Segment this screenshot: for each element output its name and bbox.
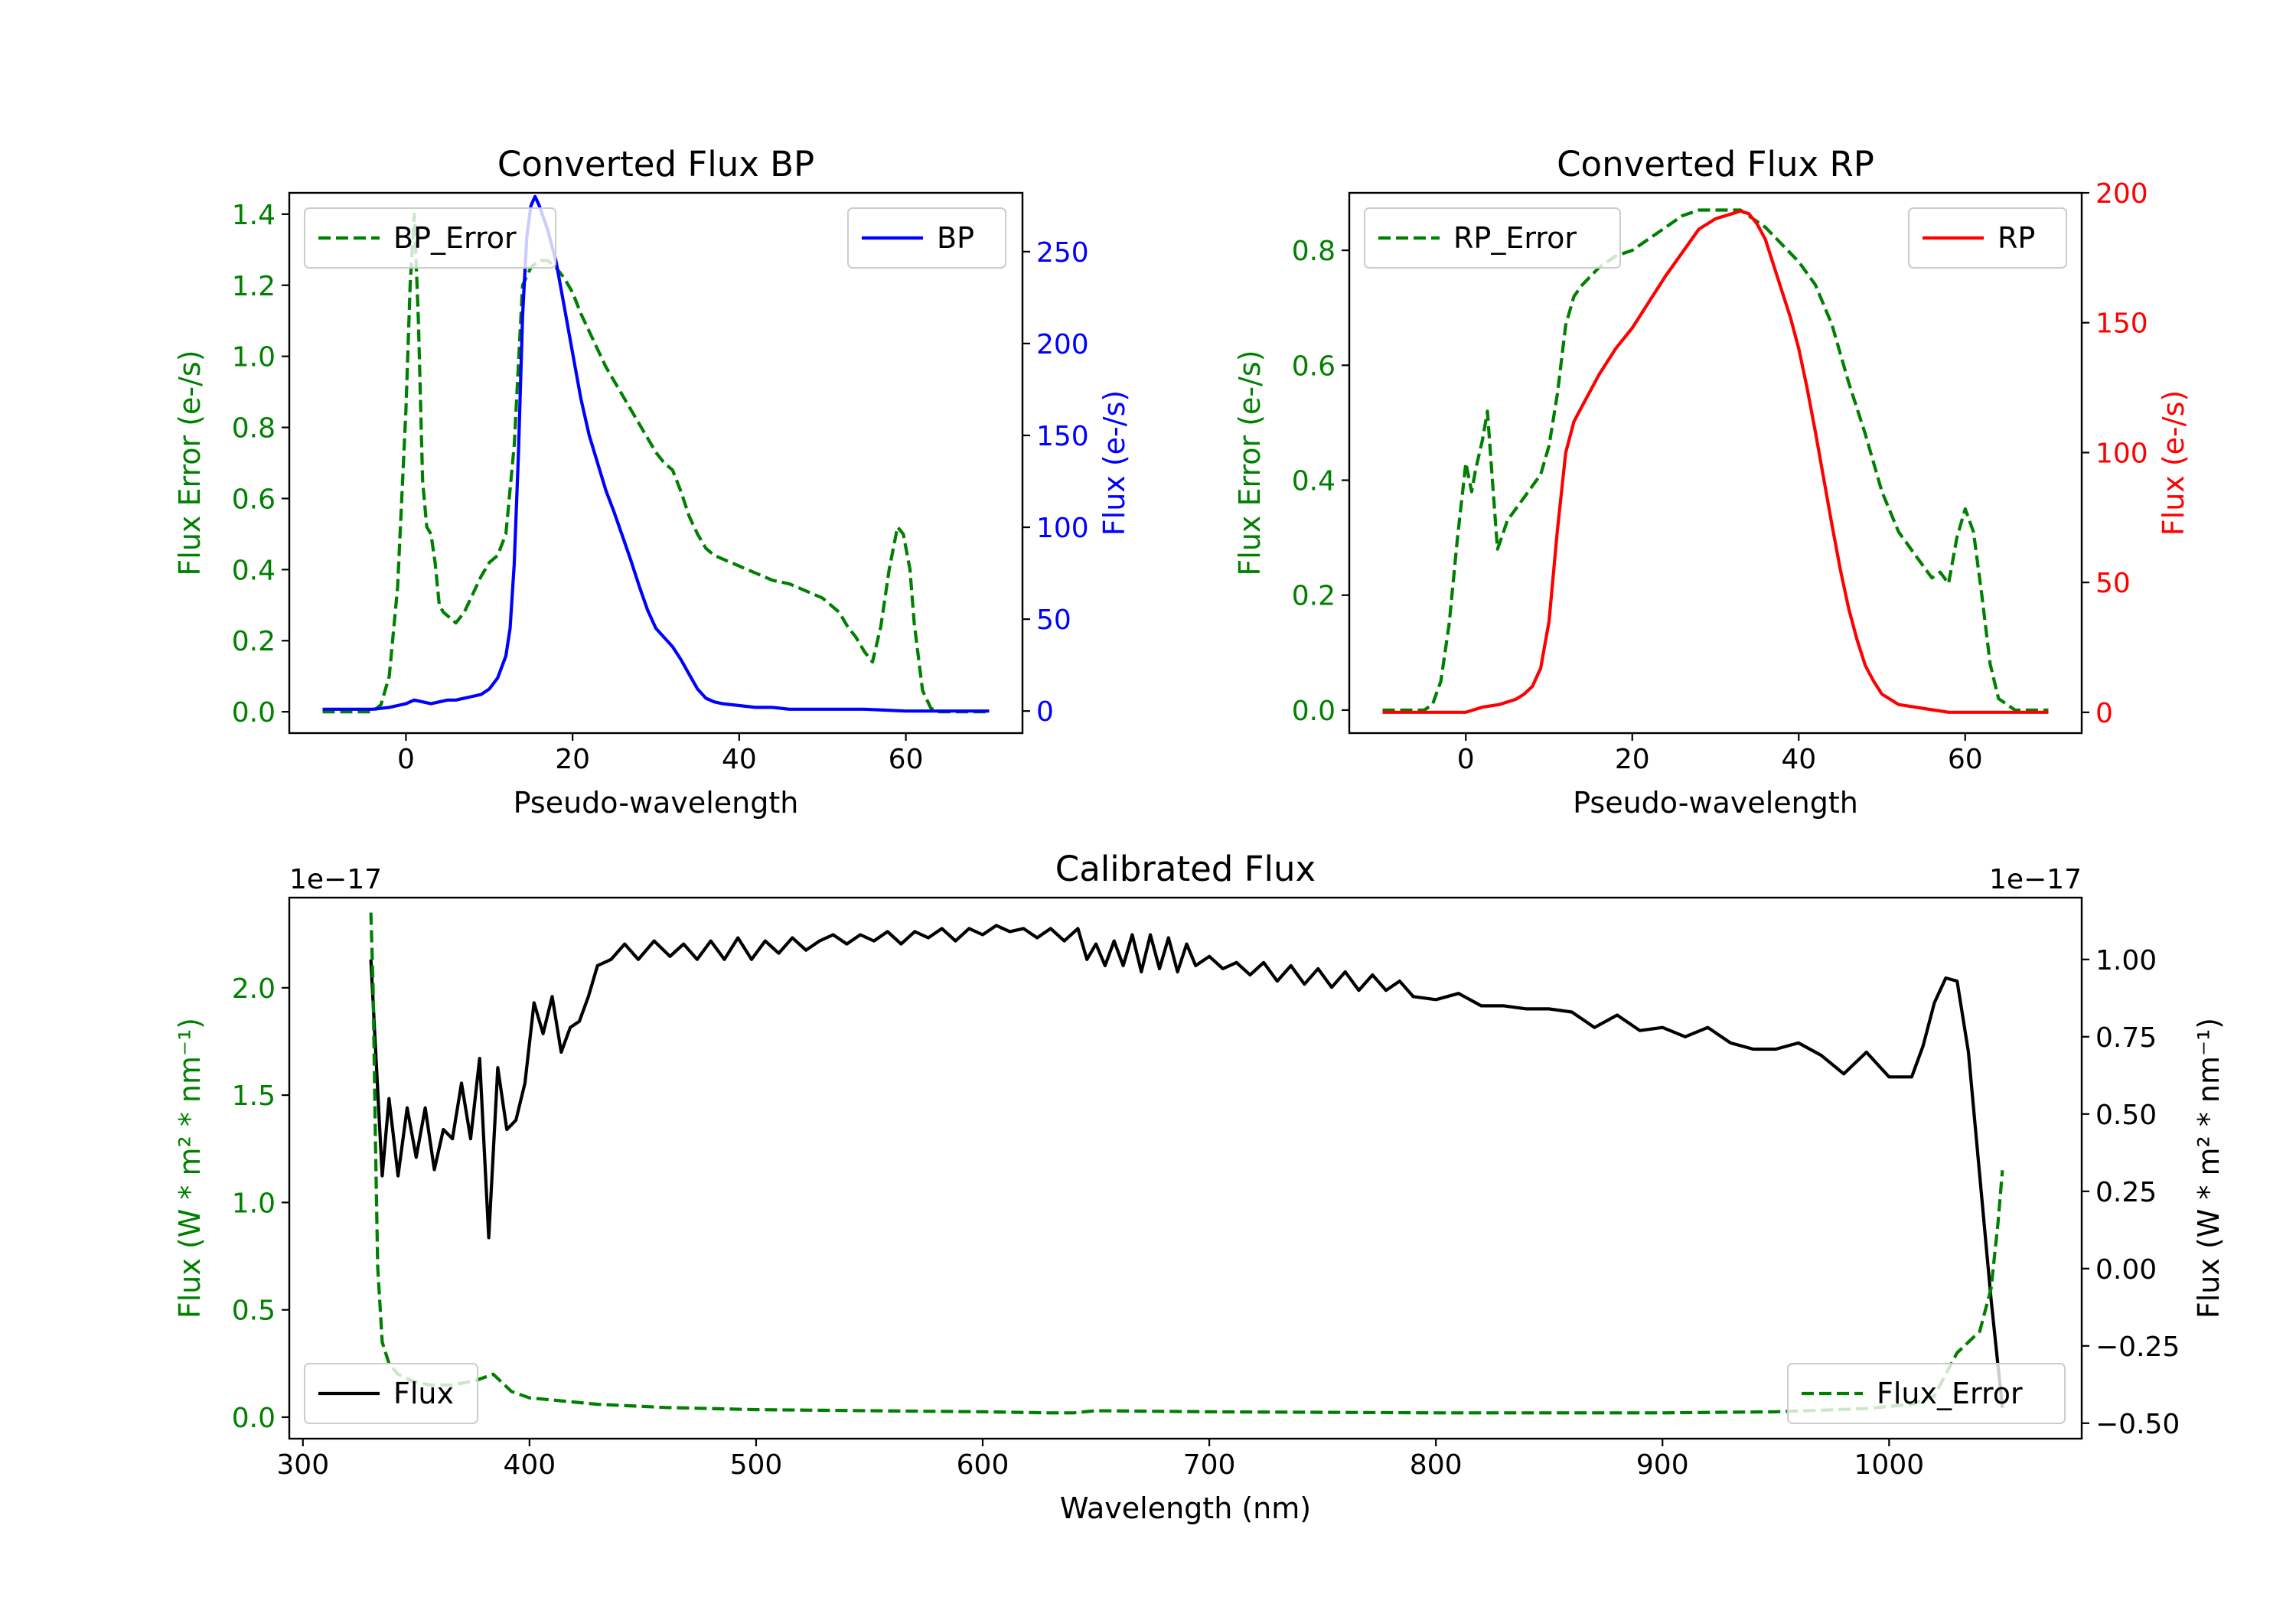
right-y-tick-label: −0.25 (2095, 1332, 2180, 1363)
chart-title: Converted Flux RP (1557, 144, 1874, 184)
right-y-tick-label: 250 (1036, 237, 1089, 269)
axes-frame (288, 896, 2083, 1440)
legend-box (847, 207, 1006, 269)
legend-label: BP (937, 221, 974, 255)
left-y-tick-label: 0.6 (1292, 350, 1336, 382)
right-y-tick-label: 0 (1036, 696, 1054, 728)
left-y-tick-label: 2.0 (232, 973, 276, 1005)
right-axis-offset-text: 1e−17 (1989, 864, 2082, 895)
left-y-tick-label: 1.0 (232, 1188, 276, 1219)
left-y-tick-label: 0.0 (232, 697, 276, 729)
legend-flux: Flux (304, 1363, 478, 1424)
x-tick-label: 800 (1410, 1449, 1463, 1481)
x-tick-label: 900 (1636, 1449, 1689, 1481)
right-y-tick-label: 0.50 (2095, 1100, 2157, 1131)
right-y-axis-label: Flux (e-/s) (2157, 390, 2190, 536)
left-y-axis-label: Flux Error (e-/s) (1233, 350, 1267, 575)
right-y-tick-label: −0.50 (2095, 1409, 2180, 1440)
x-tick-label: 600 (957, 1449, 1009, 1481)
left-y-tick-label: 0.8 (232, 413, 276, 445)
left-y-axis-label: Flux (W * m² * nm⁻¹) (173, 1018, 207, 1319)
right-y-tick-label: 0.75 (2095, 1022, 2157, 1054)
series-line-bp-error (322, 212, 990, 714)
x-tick-label: 20 (1615, 744, 1650, 775)
x-tick-label: 60 (1948, 744, 1983, 775)
legend-box (1787, 1363, 2066, 1424)
left-axis-offset-text: 1e−17 (289, 864, 382, 895)
right-y-tick-label: 150 (1036, 421, 1089, 452)
x-tick-label: 1000 (1854, 1449, 1925, 1481)
right-y-tick-label: 100 (2095, 438, 2148, 469)
x-tick-label: 20 (555, 744, 590, 775)
x-tick-label: 60 (889, 744, 924, 775)
x-tick-label: 0 (397, 744, 415, 775)
x-axis-label: Pseudo-wavelength (514, 786, 799, 820)
left-y-axis-label: Flux Error (e-/s) (173, 350, 207, 575)
left-y-tick-label: 1.2 (232, 271, 276, 302)
left-y-tick-label: 0.2 (1292, 581, 1336, 612)
legend-label: Flux_Error (1877, 1377, 2023, 1410)
legend-label: BP_Error (393, 221, 517, 255)
left-y-tick-label: 0.6 (232, 484, 276, 515)
chart-title: Converted Flux BP (497, 144, 814, 184)
right-y-tick-label: 50 (2095, 568, 2131, 599)
legend-label: RP_Error (1453, 221, 1577, 255)
left-y-tick-label: 0.5 (232, 1296, 276, 1327)
right-y-tick-label: 0 (2095, 698, 2113, 729)
series-line-bp (322, 194, 990, 713)
x-axis-label: Pseudo-wavelength (1573, 786, 1858, 820)
left-y-tick-label: 1.5 (232, 1081, 276, 1112)
right-y-tick-label: 0.25 (2095, 1177, 2157, 1208)
legend-label: RP (1998, 221, 2035, 255)
calibrated-panel: 300 400 500 600 700 800 900 1000 0.0 0.5 1.0 1.5 2.0… (173, 849, 2226, 1525)
rp-panel: 0 20 40 60 0.0 0.2 0.4 0.6 0.8 0 50 100 150 200 Flux E… (1233, 144, 2190, 820)
axes-frame (288, 191, 1024, 735)
series-line-rp (1382, 209, 2049, 714)
legend-rp-error: RP_Error (1364, 207, 1621, 269)
legend-bp-error: BP_Error (304, 207, 556, 269)
left-y-tick-label: 0.8 (1292, 236, 1336, 267)
left-y-tick-label: 0.4 (232, 555, 276, 586)
right-y-axis-label: Flux (W * m² * nm⁻¹) (2192, 1018, 2226, 1319)
left-y-tick-label: 0.2 (232, 626, 276, 657)
x-tick-label: 40 (1781, 744, 1816, 775)
legend-flux-error: Flux_Error (1787, 1363, 2066, 1424)
legend-box (304, 1363, 478, 1424)
x-tick-label: 300 (276, 1449, 329, 1481)
right-y-tick-label: 200 (2095, 178, 2148, 210)
legend-label: Flux (393, 1377, 454, 1410)
x-tick-label: 40 (722, 744, 757, 775)
left-y-tick-label: 0.4 (1292, 466, 1336, 497)
x-tick-label: 700 (1183, 1449, 1236, 1481)
legend-box (1364, 207, 1621, 269)
x-tick-label: 500 (730, 1449, 783, 1481)
right-y-tick-label: 0.00 (2095, 1254, 2157, 1286)
left-y-tick-label: 0.0 (232, 1403, 276, 1434)
left-y-tick-label: 1.0 (232, 342, 276, 373)
series-line-flux (369, 924, 2004, 1408)
legend-box (304, 207, 556, 269)
x-tick-label: 0 (1457, 744, 1475, 775)
right-y-tick-label: 100 (1036, 513, 1089, 544)
right-y-tick-label: 200 (1036, 329, 1089, 360)
legend-bp: BP (847, 207, 1006, 269)
left-y-tick-label: 0.0 (1292, 696, 1336, 727)
right-y-tick-label: 1.00 (2095, 945, 2157, 976)
bp-panel: 0 20 40 60 0.0 0.2 0.4 0.6 0.8 1.0 1.2 1.4 0 50 100 150… (173, 144, 1131, 820)
axes-frame (1348, 191, 2083, 735)
x-axis-label: Wavelength (nm) (1060, 1491, 1311, 1525)
legend-box (1908, 207, 2067, 269)
x-tick-label: 400 (503, 1449, 556, 1481)
right-y-axis-label: Flux (e-/s) (1097, 390, 1131, 536)
left-y-tick-label: 1.4 (232, 200, 276, 231)
chart-title: Calibrated Flux (1055, 849, 1316, 889)
legend-rp: RP (1908, 207, 2067, 269)
series-line-rp-error (1382, 208, 2049, 712)
right-y-tick-label: 150 (2095, 308, 2148, 340)
right-y-tick-label: 50 (1036, 605, 1071, 636)
